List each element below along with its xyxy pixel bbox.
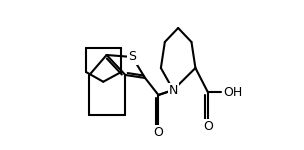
Text: OH: OH xyxy=(223,85,243,99)
Text: N: N xyxy=(168,84,178,96)
Text: N: N xyxy=(168,84,178,96)
Text: S: S xyxy=(128,51,136,63)
Text: O: O xyxy=(154,126,163,139)
Text: O: O xyxy=(203,120,213,133)
